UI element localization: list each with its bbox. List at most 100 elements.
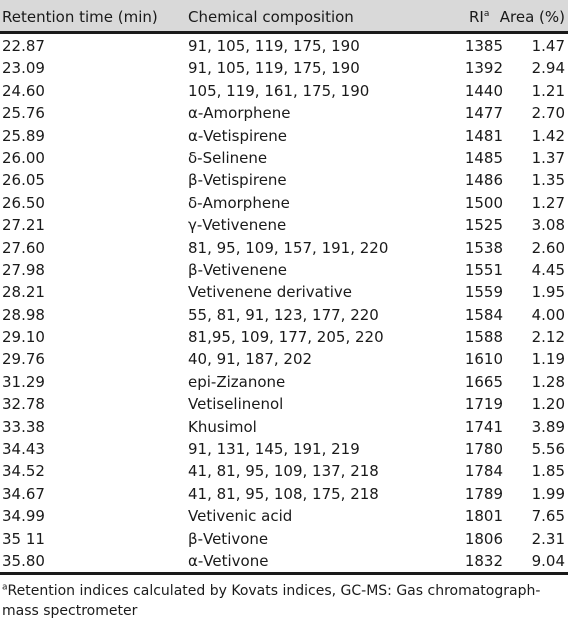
ri-cell: 1665 — [464, 372, 503, 391]
footnote-superscript: a — [2, 582, 8, 593]
ri-cell: 1719 — [464, 395, 503, 414]
composition-cell: 91, 131, 145, 191, 219 — [188, 440, 360, 459]
area-cell: 7.65 — [531, 507, 565, 526]
retention-time-cell: 35.80 — [2, 551, 45, 570]
area-cell: 1.47 — [531, 37, 565, 55]
ri-cell: 1481 — [464, 126, 503, 145]
area-cell: 1.95 — [531, 283, 565, 302]
composition-cell: Vetivenic acid — [188, 507, 293, 526]
retention-time-cell: 35 11 — [2, 529, 45, 548]
area-cell: 1.99 — [531, 484, 565, 503]
composition-cell: 55, 81, 91, 123, 177, 220 — [188, 305, 379, 324]
ri-cell: 1784 — [464, 462, 503, 481]
ri-cell: 1806 — [464, 529, 503, 548]
header-area: Area (%) — [499, 8, 565, 26]
composition-cell: 40, 91, 187, 202 — [188, 350, 313, 369]
ri-cell: 1832 — [464, 551, 503, 570]
retention-time-cell: 29.10 — [2, 328, 45, 347]
ri-cell: 1485 — [464, 148, 503, 167]
ri-cell: 1477 — [464, 104, 503, 123]
area-cell: 2.60 — [531, 238, 565, 257]
composition-cell: 105, 119, 161, 175, 190 — [188, 81, 370, 100]
composition-cell: 91, 105, 119, 175, 190 — [188, 37, 360, 55]
retention-time-cell: 31.29 — [2, 372, 45, 391]
composition-cell: Khusimol — [188, 417, 257, 436]
ri-cell: 1385 — [464, 37, 503, 55]
area-cell: 3.08 — [531, 216, 565, 235]
composition-cell: β-Vetispirene — [188, 171, 287, 190]
area-cell: 4.45 — [531, 260, 565, 279]
table-row: 29.76 40, 91, 187, 202 1610 1.19 — [0, 347, 568, 369]
ri-cell: 1801 — [464, 507, 503, 526]
composition-cell: 81,95, 109, 177, 205, 220 — [188, 328, 384, 347]
ri-cell: 1551 — [464, 260, 503, 279]
composition-cell: δ-Amorphene — [188, 193, 290, 212]
area-cell: 1.19 — [531, 350, 565, 369]
area-cell: 2.70 — [531, 104, 565, 123]
table-row: 34.67 41, 81, 95, 108, 175, 218 1789 1.99 — [0, 482, 568, 504]
table-row: 25.76 α-Amorphene 1477 2.70 — [0, 101, 568, 123]
ri-cell: 1789 — [464, 484, 503, 503]
retention-time-cell: 34.43 — [2, 440, 45, 459]
retention-time-cell: 28.98 — [2, 305, 45, 324]
area-cell: 1.20 — [531, 395, 565, 414]
composition-cell: γ-Vetivenene — [188, 216, 287, 235]
table-row: 27.98 β-Vetivenene 1551 4.45 — [0, 258, 568, 280]
composition-cell: Vetivenene derivative — [188, 283, 353, 302]
area-cell: 1.27 — [531, 193, 565, 212]
retention-time-cell: 24.60 — [2, 81, 45, 100]
composition-cell: α-Vetivone — [188, 551, 269, 570]
retention-time-cell: 28.21 — [2, 283, 45, 302]
composition-cell: 41, 81, 95, 109, 137, 218 — [188, 462, 379, 481]
table-row: 28.21 Vetivenene derivative 1559 1.95 — [0, 280, 568, 302]
retention-time-cell: 23.09 — [2, 59, 45, 78]
area-cell: 2.94 — [531, 59, 565, 78]
area-cell: 9.04 — [531, 551, 565, 570]
area-cell: 2.31 — [531, 529, 565, 548]
composition-cell: β-Vetivenene — [188, 260, 287, 279]
retention-time-cell: 34.99 — [2, 507, 45, 526]
ri-cell: 1584 — [464, 305, 503, 324]
ri-cell: 1610 — [464, 350, 503, 369]
ri-cell: 1392 — [464, 59, 503, 78]
retention-time-cell: 27.98 — [2, 260, 45, 279]
ri-cell: 1741 — [464, 417, 503, 436]
area-cell: 1.37 — [531, 148, 565, 167]
table-bottom-rule — [0, 572, 568, 576]
composition-cell: 91, 105, 119, 175, 190 — [188, 59, 360, 78]
table-row: 26.00 δ-Selinene 1485 1.37 — [0, 146, 568, 168]
table-row: 32.78 Vetiselinenol 1719 1.20 — [0, 392, 568, 414]
header-ri-label: RI — [469, 8, 484, 26]
table-row: 34.43 91, 131, 145, 191, 219 1780 5.56 — [0, 437, 568, 459]
table-header: Retention time (min) Chemical compositio… — [0, 0, 568, 34]
table-row: 27.60 81, 95, 109, 157, 191, 220 1538 2.60 — [0, 236, 568, 258]
area-cell: 4.00 — [531, 305, 565, 324]
table-row: 35.80 α-Vetivone 1832 9.04 — [0, 549, 568, 571]
table-row: 33.38 Khusimol 1741 3.89 — [0, 415, 568, 437]
composition-cell: α-Vetispirene — [188, 126, 287, 145]
composition-cell: 41, 81, 95, 108, 175, 218 — [188, 484, 379, 503]
retention-time-cell: 27.60 — [2, 238, 45, 257]
area-cell: 1.85 — [531, 462, 565, 481]
retention-time-cell: 27.21 — [2, 216, 45, 235]
ri-cell: 1525 — [464, 216, 503, 235]
table-row: 25.89 α-Vetispirene 1481 1.42 — [0, 124, 568, 146]
table-row: 24.60 105, 119, 161, 175, 190 1440 1.21 — [0, 79, 568, 101]
retention-time-cell: 33.38 — [2, 417, 45, 436]
table-row: 35 11 β-Vetivone 1806 2.31 — [0, 527, 568, 549]
table-row: 27.21 γ-Vetivenene 1525 3.08 — [0, 213, 568, 235]
composition-cell: δ-Selinene — [188, 148, 268, 167]
ri-cell: 1538 — [464, 238, 503, 257]
area-cell: 1.42 — [531, 126, 565, 145]
composition-cell: 81, 95, 109, 157, 191, 220 — [188, 238, 389, 257]
table-row: 34.52 41, 81, 95, 109, 137, 218 1784 1.85 — [0, 459, 568, 481]
retention-time-cell: 34.67 — [2, 484, 45, 503]
area-cell: 3.89 — [531, 417, 565, 436]
ri-cell: 1780 — [464, 440, 503, 459]
composition-cell: epi-Zizanone — [188, 372, 286, 391]
table-row: 23.09 91, 105, 119, 175, 190 1392 2.94 — [0, 56, 568, 78]
header-ri-superscript: a — [483, 9, 490, 19]
ri-cell: 1486 — [464, 171, 503, 190]
header-retention-time: Retention time (min) — [2, 8, 158, 26]
